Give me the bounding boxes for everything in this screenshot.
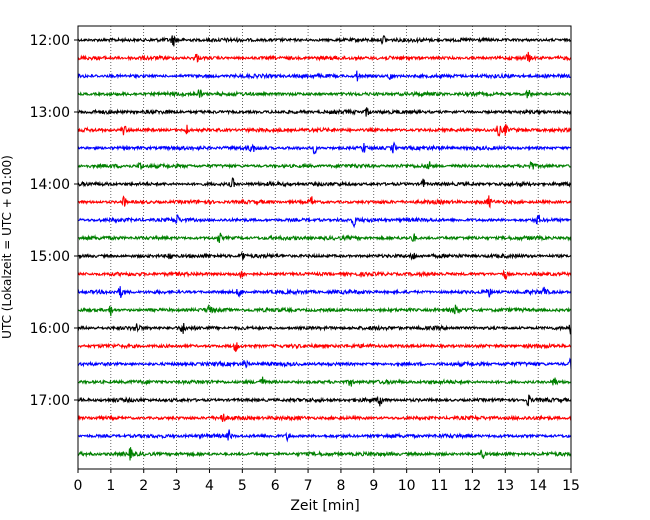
x-tick-label-3: 3 (172, 478, 181, 494)
x-tick-label-4: 4 (205, 478, 214, 494)
trace-14:30 (77, 214, 572, 229)
x-tick-label-11: 11 (431, 478, 449, 494)
trace-17:30 (77, 429, 572, 443)
traces (77, 35, 572, 461)
y-tick-label-16:00: 16:00 (30, 321, 70, 337)
y-tick-label-12:00: 12:00 (30, 33, 70, 49)
trace-17:15 (77, 413, 572, 423)
y-axis-label: UTC (Lokalzeit = UTC + 01:00) (0, 155, 14, 339)
trace-14:15 (77, 195, 572, 209)
trace-13:45 (77, 160, 572, 170)
x-tick-label-6: 6 (271, 478, 280, 494)
trace-12:30 (77, 70, 572, 82)
x-tick-label-10: 10 (398, 478, 416, 494)
trace-14:45 (77, 232, 572, 244)
grid-lines (110, 26, 539, 469)
trace-13:15 (77, 123, 572, 137)
trace-15:45 (77, 303, 572, 317)
trace-12:15 (77, 51, 572, 63)
x-tick-label-8: 8 (336, 478, 345, 494)
trace-17:00 (77, 394, 572, 407)
trace-16:30 (77, 357, 572, 370)
trace-15:15 (77, 269, 572, 280)
x-tick-label-0: 0 (74, 478, 83, 494)
x-axis-label: Zeit [min] (290, 498, 359, 514)
x-tick-label-15: 15 (562, 478, 580, 494)
trace-15:00 (77, 251, 572, 261)
trace-14:00 (77, 177, 572, 188)
trace-16:45 (77, 376, 572, 387)
y-tick-label-13:00: 13:00 (30, 105, 70, 121)
trace-16:15 (77, 342, 572, 353)
trace-13:30 (77, 141, 572, 155)
x-axis-ticks: 0 1 2 3 4 5 6 7 8 9 10 11 12 13 14 15 (74, 469, 580, 494)
trace-12:00 (77, 35, 572, 47)
x-tick-label-7: 7 (304, 478, 313, 494)
x-tick-label-5: 5 (238, 478, 247, 494)
x-tick-label-1: 1 (106, 478, 115, 494)
y-tick-label-17:00: 17:00 (30, 393, 70, 409)
trace-12:45 (77, 89, 572, 99)
y-axis-ticks: 12:00 13:00 14:00 15:00 16:00 17:00 (30, 33, 78, 409)
trace-16:00 (77, 322, 572, 335)
x-tick-label-2: 2 (139, 478, 148, 494)
y-tick-label-15:00: 15:00 (30, 249, 70, 265)
x-tick-label-9: 9 (369, 478, 378, 494)
x-tick-label-13: 13 (496, 478, 514, 494)
trace-15:30 (77, 286, 572, 299)
trace-13:00 (77, 107, 572, 117)
y-tick-label-14:00: 14:00 (30, 177, 70, 193)
trace-17:45 (77, 447, 572, 461)
plot-frame (77, 25, 572, 470)
x-tick-label-14: 14 (529, 478, 547, 494)
x-tick-label-12: 12 (463, 478, 481, 494)
